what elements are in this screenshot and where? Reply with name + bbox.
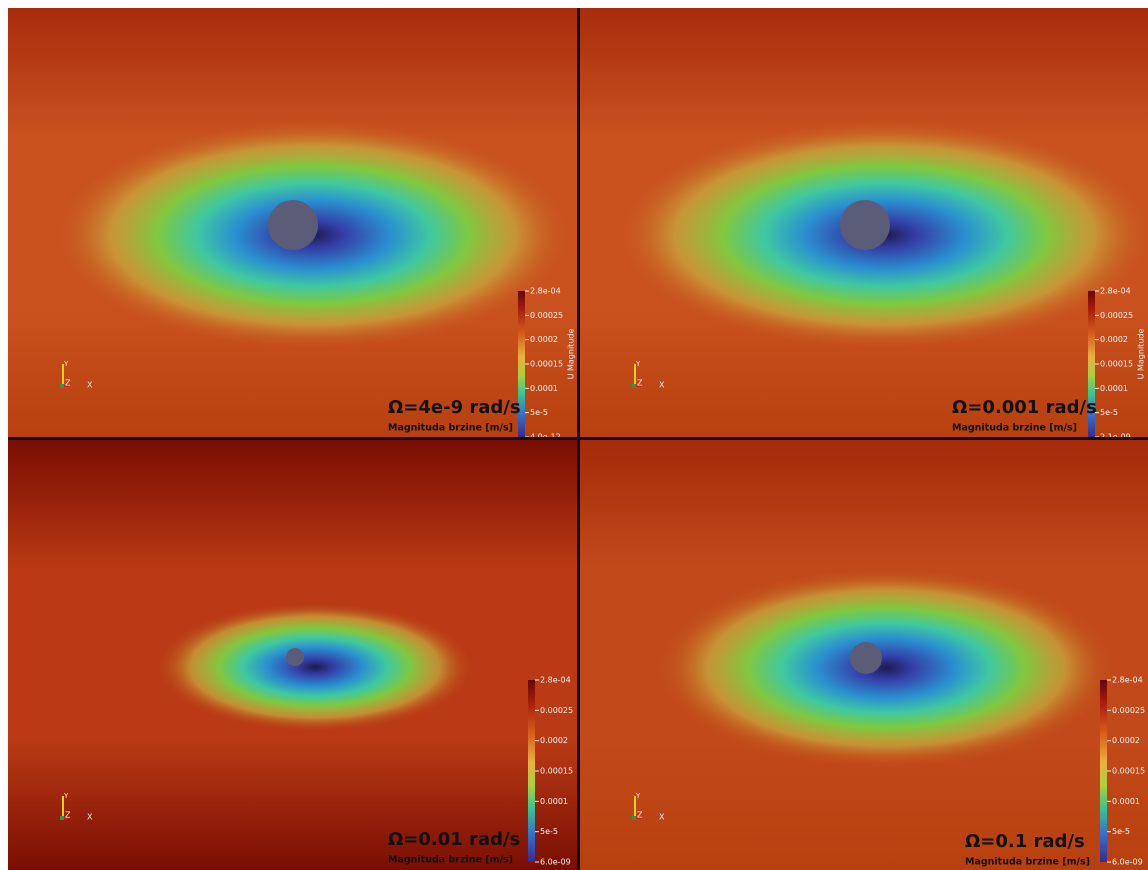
axis-z xyxy=(632,384,636,388)
axis-label: Y xyxy=(635,792,641,800)
render-view: 2.8e-04 0.00025 0.0002 0.00015 0.0001 5e-5 2.1… xyxy=(580,8,1148,437)
colorbar-tick-label: 0.0001 xyxy=(1100,384,1128,393)
colorbar-tick-label: 2.8e-04 xyxy=(540,676,571,685)
colorbar-tick-label: 4.0e-12 xyxy=(530,433,561,438)
axis-z xyxy=(60,384,64,388)
cylinder xyxy=(286,648,304,666)
colorbar-tick-label: 0.0001 xyxy=(540,797,568,806)
colorbar-title: U Magnitude xyxy=(567,329,576,380)
colorbar-tick-label: 0.0002 xyxy=(540,736,568,745)
colorbar-tick-label: 0.0001 xyxy=(530,384,558,393)
cylinder xyxy=(840,200,890,250)
cylinder xyxy=(268,200,318,250)
colorbar-tick-label: 2.1e-09 xyxy=(1100,433,1131,438)
axis-label: X xyxy=(659,381,665,390)
colorbar-tick-label: 0.00015 xyxy=(540,767,573,776)
axis-label: Z xyxy=(637,811,643,820)
panel-subtitle: Magnituda brzine [m/s] xyxy=(388,855,513,866)
colorbar-tick-label: 5e-5 xyxy=(1112,827,1130,836)
colorbar-tick-label: 2.8e-04 xyxy=(1100,287,1131,296)
colorbar xyxy=(1088,291,1095,437)
axis-z xyxy=(632,816,636,820)
colorbar-tick-label: 0.0002 xyxy=(1112,736,1140,745)
colorbar-tick-label: 5e-5 xyxy=(1100,408,1118,417)
velocity-wake xyxy=(155,602,475,732)
colorbar-tick-label: 0.00015 xyxy=(530,360,563,369)
axis-label: X xyxy=(87,813,93,822)
colorbar-tick-label: 0.0001 xyxy=(1112,797,1140,806)
axis-label: Z xyxy=(637,379,643,388)
colorbar-tick-label: 0.0002 xyxy=(530,335,558,344)
axis-label: X xyxy=(659,813,665,822)
panel-title: Ω=0.01 rad/s xyxy=(388,829,520,850)
axis-label: X xyxy=(87,381,93,390)
velocity-wake xyxy=(656,568,1116,768)
colorbar-tick-label: 0.00025 xyxy=(1112,706,1145,715)
colorbar-tick-label: 6.0e-09 xyxy=(1112,858,1143,867)
panel-title: Ω=0.1 rad/s xyxy=(965,831,1085,852)
panel-subtitle: Magnituda brzine [m/s] xyxy=(952,423,1077,434)
render-view: 2.8e-04 0.00025 0.0002 0.00015 0.0001 5e-5 6.0… xyxy=(580,440,1148,870)
panel-title: Ω=4e-9 rad/s xyxy=(388,397,521,418)
colorbar-tick-label: 0.00025 xyxy=(1100,311,1133,320)
axis-label: Y xyxy=(63,792,69,800)
colorbar-tick-label: 0.0002 xyxy=(1100,335,1128,344)
colorbar-tick-label: 5e-5 xyxy=(540,827,558,836)
axis-z xyxy=(60,816,64,820)
colorbar-tick-label: 0.00025 xyxy=(530,311,563,320)
axis-label: Y xyxy=(63,360,69,368)
colorbar xyxy=(518,291,525,437)
panel-subtitle: Magnituda brzine [m/s] xyxy=(388,423,513,434)
render-view: 2.8e-04 0.00025 0.0002 0.00015 0.0001 5e-5 4.0… xyxy=(8,8,577,437)
axis-label: Y xyxy=(635,360,641,368)
colorbar xyxy=(528,680,535,862)
cylinder xyxy=(850,642,882,674)
colorbar-tick-label: 2.8e-04 xyxy=(530,287,561,296)
panel-subtitle: Magnituda brzine [m/s] xyxy=(965,857,1090,868)
render-view: 2.8e-04 0.00025 0.0002 0.00015 0.0001 5e-5 6.0… xyxy=(8,440,577,870)
colorbar-tick-label: 0.00015 xyxy=(1100,360,1133,369)
colorbar xyxy=(1100,680,1107,862)
colorbar-title: U Magnitude xyxy=(1137,329,1146,380)
colorbar-tick-label: 2.8e-04 xyxy=(1112,676,1143,685)
axis-label: Z xyxy=(65,811,71,820)
colorbar-tick-label: 5e-5 xyxy=(530,408,548,417)
colorbar-tick-label: 0.00025 xyxy=(540,706,573,715)
colorbar-tick-label: 0.00015 xyxy=(1112,767,1145,776)
colorbar-tick-label: 6.0e-09 xyxy=(540,858,571,867)
panel-title: Ω=0.001 rad/s xyxy=(952,397,1097,418)
axis-label: Z xyxy=(65,379,71,388)
divider-h xyxy=(8,437,1148,440)
